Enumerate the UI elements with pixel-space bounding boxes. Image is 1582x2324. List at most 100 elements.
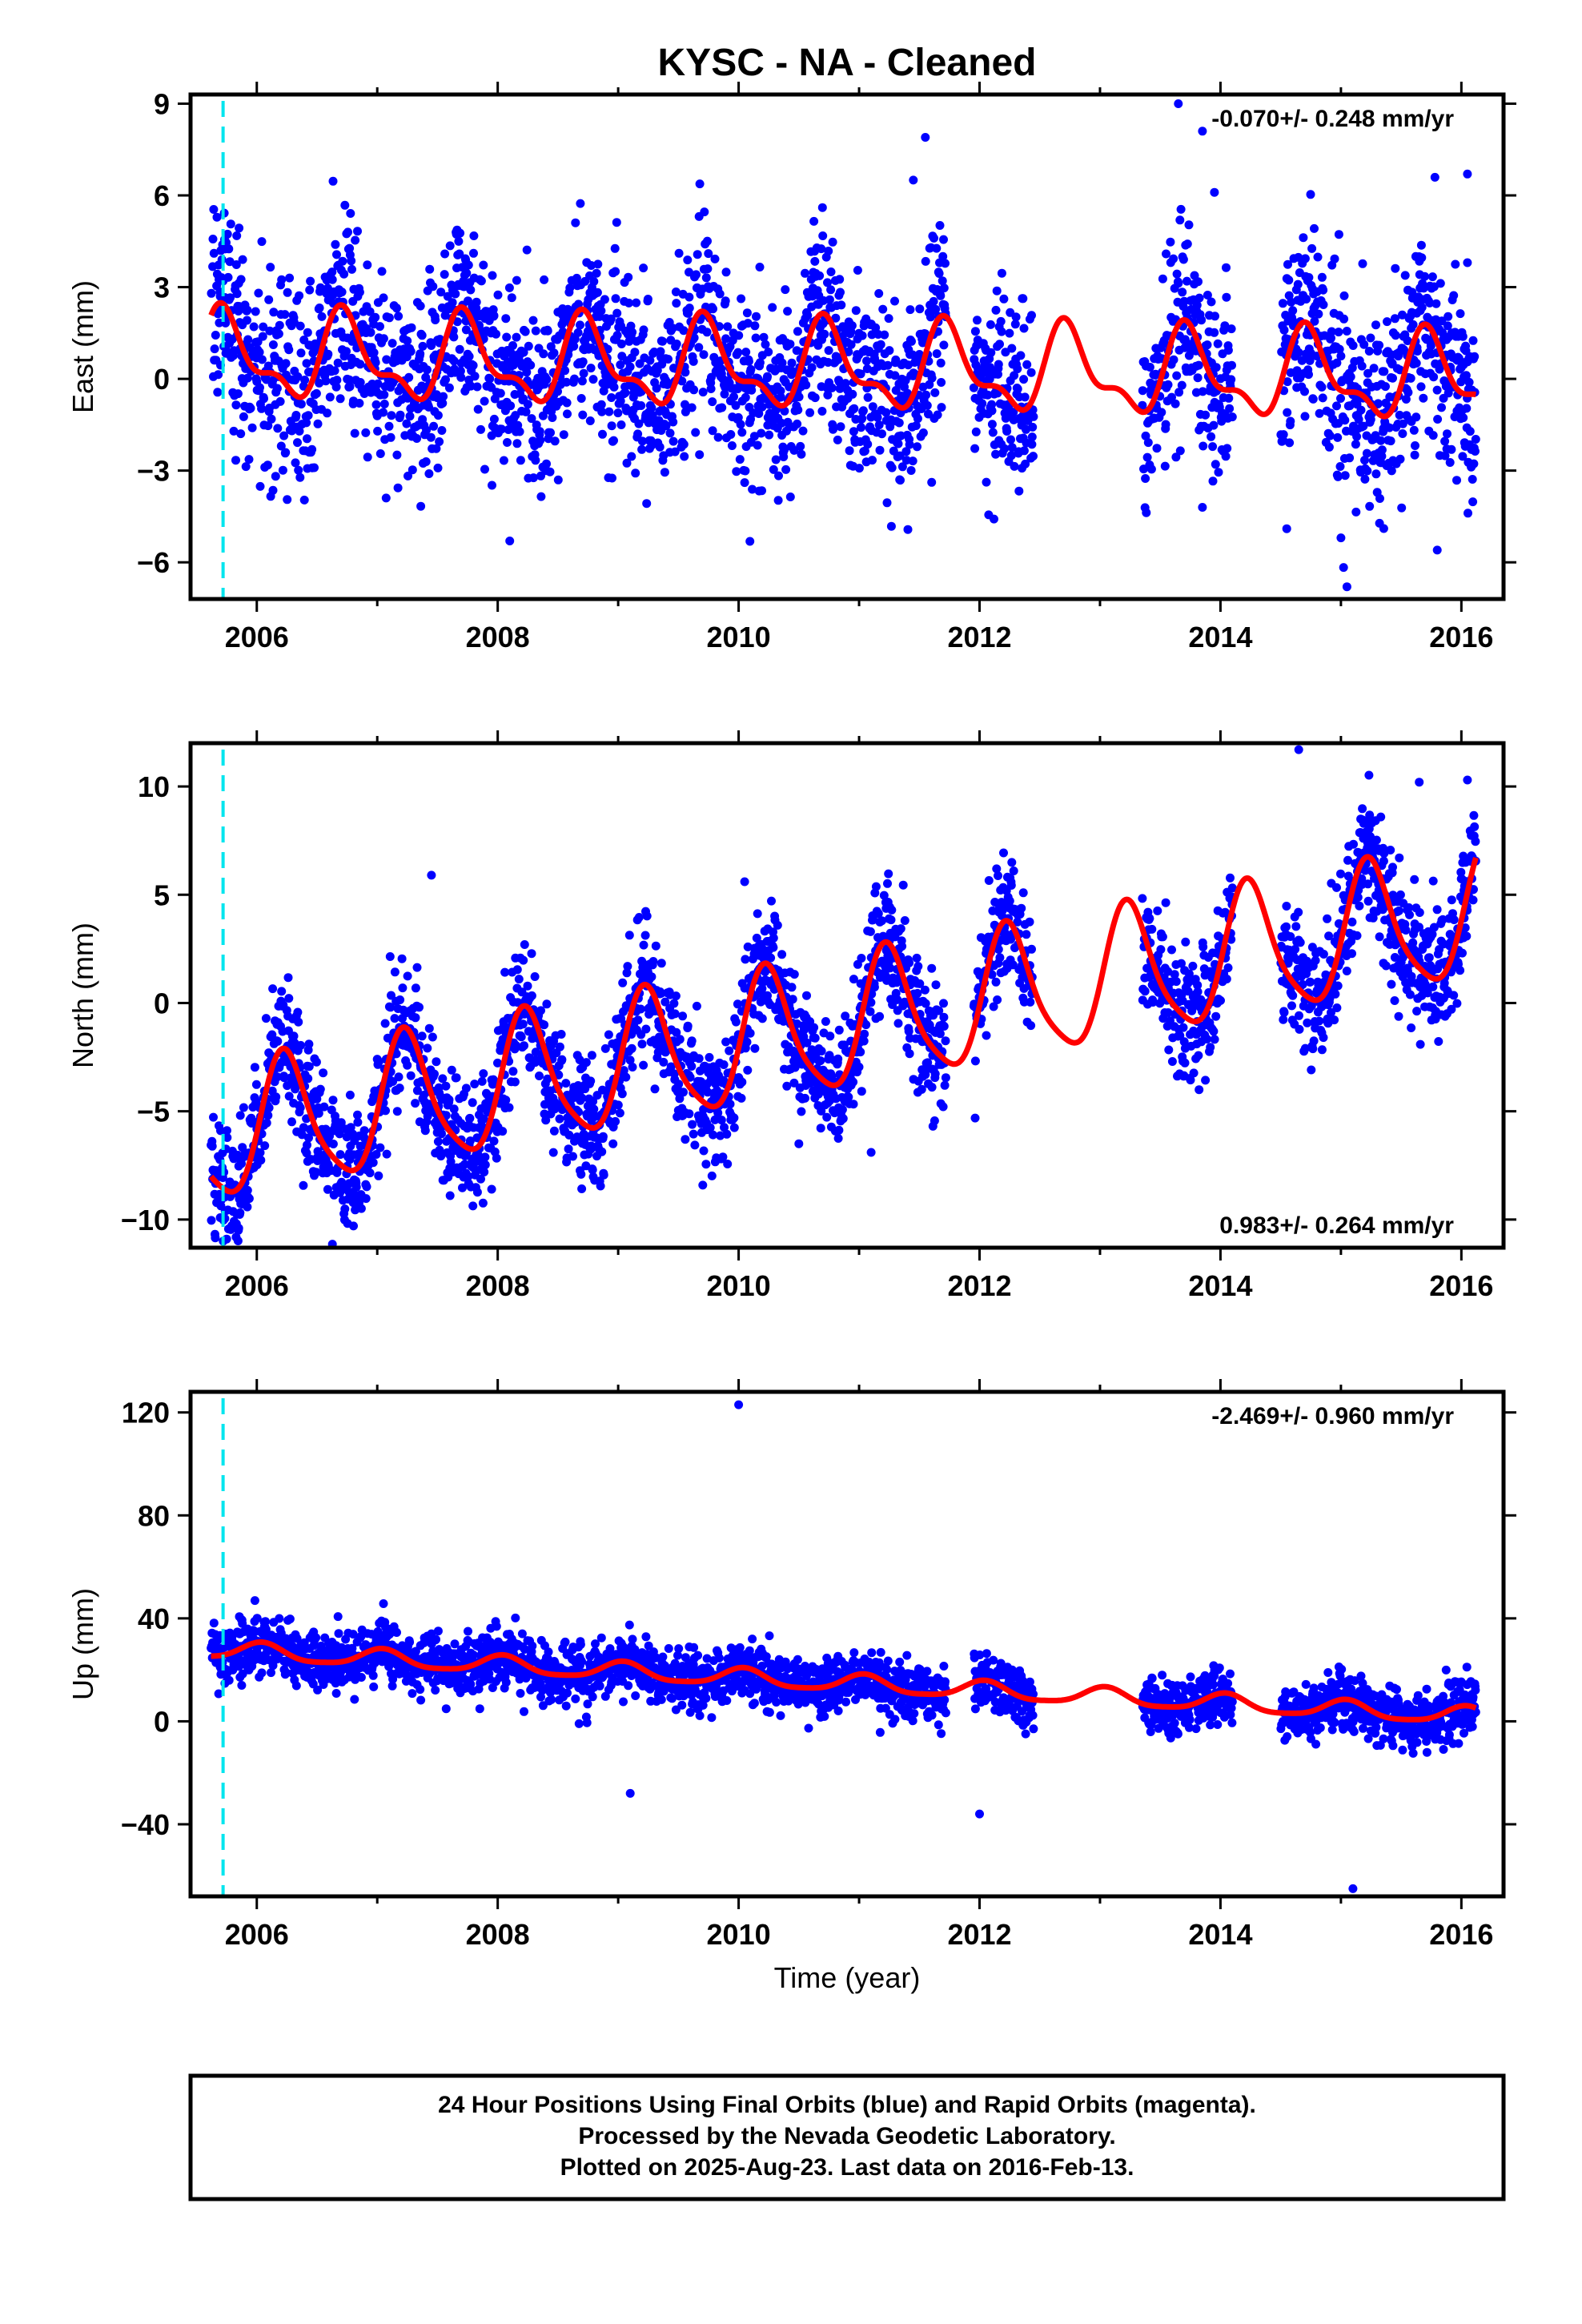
observation-point [449, 356, 459, 366]
observation-point [379, 400, 389, 408]
observation-point [720, 389, 729, 399]
observation-point [269, 308, 279, 317]
observation-point [209, 205, 219, 214]
observation-point [1160, 461, 1170, 471]
observation-point [362, 1182, 371, 1192]
observation-point [905, 305, 915, 315]
observation-point [1011, 312, 1021, 322]
observation-point [745, 537, 755, 546]
y-tick-label: 0 [154, 363, 170, 396]
observation-point [1161, 420, 1170, 429]
observation-point [1401, 395, 1411, 404]
observation-point [886, 521, 896, 531]
observation-point [940, 1080, 950, 1090]
observation-point [512, 275, 521, 285]
observation-point [268, 485, 278, 495]
observation-point [456, 366, 465, 376]
observation-point [707, 372, 716, 382]
observation-point [663, 380, 673, 389]
observation-point [736, 420, 745, 429]
observation-point [243, 373, 252, 383]
observation-point [1403, 336, 1412, 345]
observation-point [403, 336, 412, 346]
observation-point [1458, 452, 1468, 461]
north-observations [207, 745, 1480, 1248]
observation-point [251, 1096, 261, 1106]
observation-point [836, 287, 845, 297]
observation-point [695, 179, 705, 189]
observation-point [637, 444, 647, 454]
observation-point [1283, 377, 1292, 387]
outlier-point [1463, 258, 1472, 267]
observation-point [766, 953, 776, 963]
outlier-point [1432, 545, 1442, 555]
observation-point [893, 1019, 903, 1028]
observation-point [703, 236, 712, 246]
observation-point [458, 1183, 467, 1192]
observation-point [879, 891, 889, 900]
observation-point [1325, 431, 1335, 440]
observation-point [890, 296, 899, 306]
observation-point [548, 413, 557, 422]
observation-point [1366, 333, 1375, 343]
observation-point [1194, 360, 1203, 370]
observation-point [893, 995, 902, 1004]
observation-point [1377, 452, 1387, 461]
observation-point [793, 405, 803, 415]
observation-point [303, 434, 311, 444]
observation-point [930, 388, 940, 397]
observation-point [315, 1084, 325, 1094]
observation-point [305, 285, 315, 295]
observation-point [335, 1129, 344, 1139]
observation-point [781, 285, 790, 295]
observation-point [441, 1081, 451, 1091]
observation-point [255, 481, 265, 491]
observation-point [577, 376, 587, 386]
observation-point [511, 411, 520, 420]
observation-point [885, 422, 895, 432]
observation-point [330, 366, 339, 376]
observation-point [451, 289, 460, 299]
observation-point [589, 277, 599, 286]
observation-point [366, 328, 375, 337]
observation-point [708, 397, 717, 407]
observation-point [237, 1159, 246, 1168]
observation-point [438, 399, 448, 408]
observation-point [283, 495, 292, 505]
east-frame [188, 92, 1506, 601]
observation-point [1223, 345, 1233, 355]
observation-point [315, 304, 324, 312]
observation-point [883, 879, 892, 888]
observation-point [1409, 425, 1419, 435]
outlier-point [505, 537, 515, 545]
observation-point [1339, 563, 1348, 573]
observation-point [283, 973, 293, 983]
observation-point [1163, 967, 1173, 976]
observation-point [869, 983, 879, 992]
observation-point [349, 1221, 358, 1231]
observation-point [585, 416, 595, 425]
observation-point [465, 1136, 475, 1146]
observation-point [243, 305, 252, 315]
observation-point [913, 414, 922, 424]
observation-point [1356, 405, 1366, 415]
observation-point [1022, 360, 1032, 369]
observation-point [512, 965, 522, 975]
observation-point [619, 1066, 628, 1076]
observation-point [836, 422, 845, 432]
observation-point [487, 431, 496, 440]
observation-point [609, 382, 619, 392]
observation-point [939, 283, 949, 293]
observation-point [1226, 873, 1235, 883]
observation-point [826, 285, 836, 295]
observation-point [418, 341, 428, 351]
observation-point [1384, 423, 1394, 432]
observation-point [540, 1020, 549, 1030]
observation-point [731, 1017, 741, 1027]
observation-point [659, 1057, 669, 1067]
observation-point [611, 267, 620, 276]
observation-point [857, 954, 866, 963]
observation-point [337, 1177, 347, 1187]
observation-point [617, 1089, 627, 1099]
observation-point [311, 1168, 321, 1177]
